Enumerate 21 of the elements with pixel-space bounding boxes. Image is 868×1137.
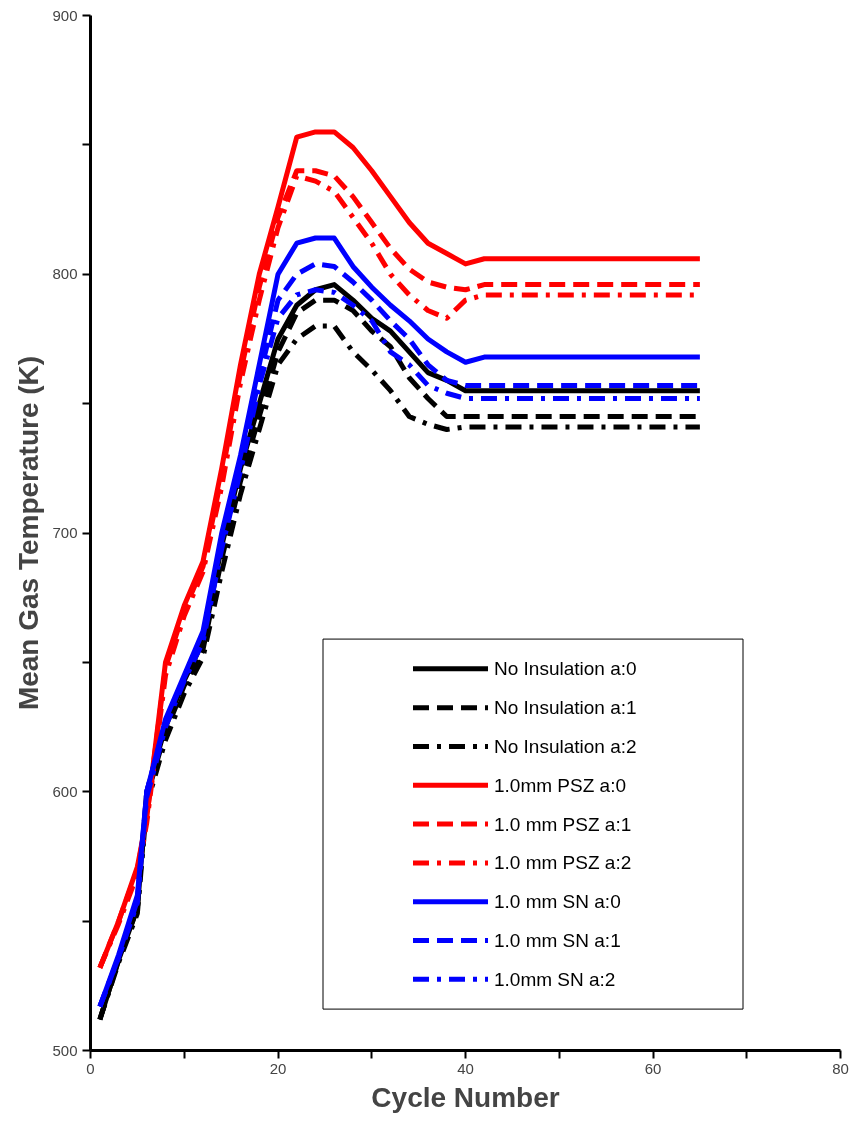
x-tick-label: 40: [457, 1059, 474, 1077]
legend-label: 1.0 mm SN a:0: [494, 891, 621, 913]
y-axis-title: Mean Gas Temperature (K): [13, 355, 45, 711]
y-tick-label: 800: [52, 265, 78, 283]
y-tick-label: 500: [52, 1041, 78, 1059]
legend-label: 1.0mm SN a:2: [494, 968, 616, 990]
legend-label: 1.0 mm PSZ a:1: [494, 813, 632, 835]
y-tick-label: 600: [52, 782, 78, 800]
x-tick-label: 80: [832, 1059, 849, 1077]
x-tick-label: 0: [86, 1059, 95, 1077]
legend-label: 1.0 mm PSZ a:2: [494, 852, 632, 874]
legend-label: 1.0 mm SN a:1: [494, 930, 621, 952]
legend-label: No Insulation a:0: [494, 658, 637, 680]
x-tick-label: 60: [644, 1059, 662, 1077]
legend-label: 1.0mm PSZ a:0: [494, 774, 626, 796]
legend-label: No Insulation a:2: [494, 735, 637, 757]
legend-label: No Insulation a:1: [494, 697, 637, 719]
y-tick-label: 900: [52, 6, 78, 24]
y-tick-label: 700: [52, 524, 78, 541]
x-tick-label: 20: [269, 1059, 287, 1077]
x-axis-title: Cycle Number: [371, 1081, 560, 1113]
